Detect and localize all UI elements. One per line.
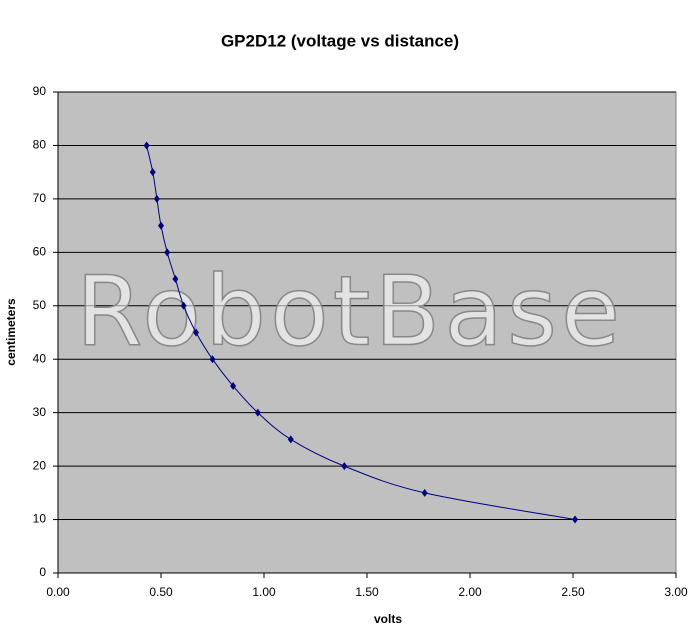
data-point [230,381,237,390]
chart-title: GP2D12 (voltage vs distance) [221,31,459,50]
y-tick-label: 90 [33,84,47,98]
data-point [164,248,171,257]
series-line [146,145,576,521]
y-tick-label: 60 [33,245,47,259]
y-tick-label: 30 [33,405,47,419]
data-point [180,301,187,310]
data-point [254,408,261,417]
data-point [341,462,348,471]
x-axis-label: volts [374,612,402,626]
data-point [193,328,200,337]
watermark: RobotBase [76,255,624,367]
plot-area: 0 10 20 30 40 50 60 70 80 90 0.00 0.50 1.00 1.50 2.00 2… [33,84,688,599]
data-point [572,515,579,524]
plot-background [57,91,677,574]
y-tick-label: 50 [33,298,47,312]
x-tick-label: 1.00 [252,585,276,599]
y-axis-label: centimeters [4,298,18,366]
y-tick-label: 20 [33,458,47,472]
x-tick-label: 1.50 [355,585,379,599]
y-tick-label: 70 [33,191,47,205]
data-point [149,168,156,177]
x-tick-label: 2.50 [561,585,585,599]
y-tick-label: 40 [33,351,47,365]
y-tick-label: 80 [33,138,47,152]
x-tick-label: 0.00 [46,585,70,599]
data-point [209,355,216,364]
x-tick-label: 0.50 [149,585,173,599]
data-point [143,141,150,150]
data-point [158,221,164,230]
y-tick-label: 10 [33,512,47,526]
y-tick-label: 0 [39,565,46,579]
data-point [172,275,179,284]
data-point [153,194,160,203]
data-point [287,435,294,444]
data-point [421,488,428,497]
x-tick-label: 3.00 [664,585,688,599]
x-tick-label: 2.00 [458,585,482,599]
